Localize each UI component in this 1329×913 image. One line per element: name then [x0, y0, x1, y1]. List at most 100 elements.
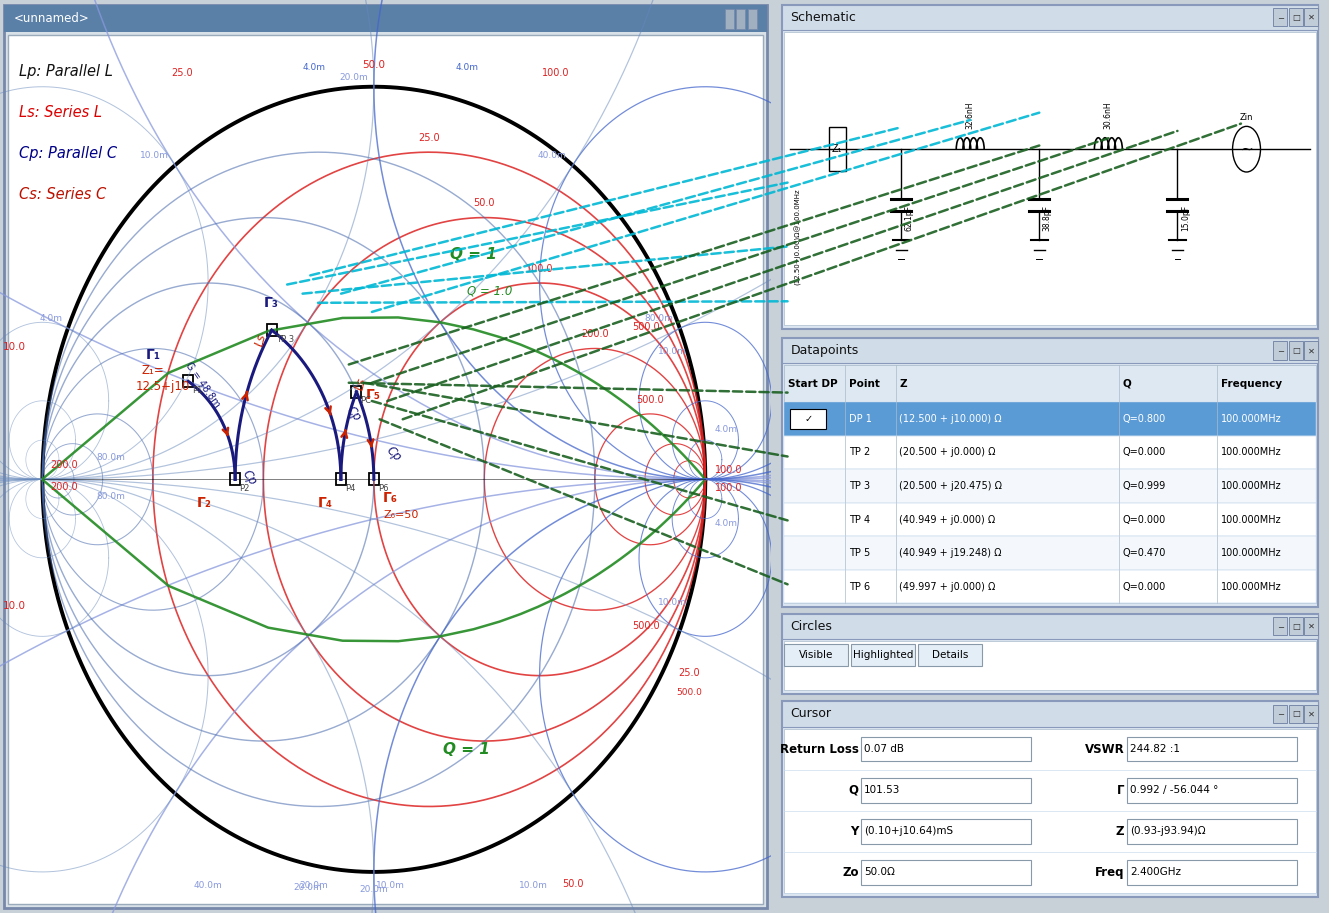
Text: 4.0m: 4.0m	[715, 425, 738, 435]
Text: 4.0m: 4.0m	[303, 63, 326, 72]
Text: □: □	[1292, 13, 1300, 22]
Text: Cp: Parallel C: Cp: Parallel C	[19, 146, 117, 161]
Bar	[861, 860, 1031, 885]
FancyBboxPatch shape	[781, 338, 1318, 607]
Text: 50.0: 50.0	[473, 198, 496, 208]
Text: 32.6nH: 32.6nH	[966, 101, 974, 129]
Text: Γ₆: Γ₆	[383, 491, 399, 505]
Text: Return Loss: Return Loss	[780, 742, 859, 756]
Text: 50.0: 50.0	[562, 878, 583, 888]
Bar	[784, 729, 1316, 893]
Text: Q: Q	[1123, 379, 1132, 389]
Text: Q=0.000: Q=0.000	[1122, 515, 1166, 525]
Text: 30.6nH: 30.6nH	[1104, 101, 1112, 129]
Bar	[851, 644, 916, 666]
Bar	[861, 778, 1031, 803]
Text: Cp: Cp	[343, 404, 363, 425]
Text: DP 1: DP 1	[849, 414, 872, 424]
FancyBboxPatch shape	[781, 701, 1318, 897]
Bar	[1305, 8, 1318, 26]
Text: Q=0.470: Q=0.470	[1122, 548, 1166, 558]
Text: Q: Q	[849, 783, 859, 797]
Text: 100.000MHz: 100.000MHz	[1220, 515, 1281, 525]
Text: ✕: ✕	[1308, 13, 1314, 22]
Text: TP 4: TP 4	[849, 515, 869, 525]
Bar	[351, 386, 361, 398]
Bar	[4, 5, 767, 32]
Text: PC: PC	[360, 396, 371, 405]
Bar	[736, 9, 746, 29]
Text: 50.0: 50.0	[363, 60, 385, 70]
Text: P2: P2	[239, 484, 250, 493]
Text: G = 48.8m: G = 48.8m	[183, 361, 222, 410]
Text: Cp: Cp	[383, 444, 404, 465]
Text: (0.10+j10.64)mS: (0.10+j10.64)mS	[864, 826, 953, 836]
Bar	[784, 365, 1316, 603]
FancyBboxPatch shape	[789, 409, 827, 429]
Text: Schematic: Schematic	[791, 11, 856, 24]
Bar	[1127, 737, 1297, 761]
Text: 25.0: 25.0	[419, 133, 440, 143]
Bar	[183, 375, 193, 387]
Text: Γ₃: Γ₃	[264, 297, 279, 310]
Text: 4.0m: 4.0m	[40, 314, 62, 323]
Text: Q=0.000: Q=0.000	[1122, 582, 1166, 592]
Bar	[1289, 8, 1302, 26]
Bar	[230, 473, 241, 486]
Bar	[1289, 617, 1302, 635]
Text: 100.0: 100.0	[715, 466, 742, 475]
Text: Zin: Zin	[1240, 113, 1253, 122]
Text: 500.0: 500.0	[637, 394, 664, 404]
Text: 38.8pF: 38.8pF	[1043, 205, 1051, 231]
Text: Ls: Ls	[253, 332, 268, 348]
Text: 100.000MHz: 100.000MHz	[1220, 582, 1281, 592]
Text: Γ₁: Γ₁	[146, 348, 161, 362]
Text: 10.0: 10.0	[3, 601, 25, 611]
Text: 10.0m: 10.0m	[141, 152, 169, 161]
Text: TP 2: TP 2	[849, 447, 870, 457]
Bar	[784, 32, 1316, 325]
Text: 25.0: 25.0	[678, 667, 699, 677]
Text: 80.0m: 80.0m	[97, 453, 125, 462]
Bar	[781, 5, 1318, 30]
Text: 200.0: 200.0	[51, 460, 77, 470]
Text: Y: Y	[851, 824, 859, 838]
Text: 200.0: 200.0	[581, 330, 609, 340]
Text: ~: ~	[1240, 142, 1253, 157]
Text: 100.000MHz: 100.000MHz	[1220, 414, 1281, 424]
Text: 2.400GHz: 2.400GHz	[1130, 867, 1181, 877]
Text: 62.1pF: 62.1pF	[905, 205, 913, 231]
Text: 100.0: 100.0	[542, 68, 570, 78]
Bar	[1273, 705, 1286, 723]
Bar	[1127, 778, 1297, 803]
Bar	[781, 614, 1318, 639]
Text: Q = 1: Q = 1	[443, 742, 490, 757]
Text: (40.949 + j0.000) Ω: (40.949 + j0.000) Ω	[900, 515, 995, 525]
Text: ✕: ✕	[1308, 622, 1314, 631]
Text: (12.500 + j10.000) Ω: (12.500 + j10.000) Ω	[900, 414, 1002, 424]
Text: Lp: Parallel L: Lp: Parallel L	[19, 64, 113, 79]
Text: Frequency: Frequency	[1221, 379, 1282, 389]
Text: 12.5+j10: 12.5+j10	[136, 381, 190, 394]
Text: (12.50+j0.00)Ω@100.0MHz: (12.50+j0.00)Ω@100.0MHz	[795, 189, 801, 286]
Text: TP 3: TP 3	[275, 335, 294, 343]
Bar	[748, 9, 758, 29]
Text: 20.0m: 20.0m	[294, 883, 322, 892]
Text: Zo: Zo	[843, 866, 859, 879]
Text: Γ₂: Γ₂	[197, 496, 211, 509]
Text: Q = 1.0: Q = 1.0	[468, 285, 513, 298]
Bar	[1127, 819, 1297, 844]
FancyBboxPatch shape	[4, 5, 767, 908]
Text: Cp: Cp	[239, 467, 259, 488]
Bar	[1289, 705, 1302, 723]
Bar	[784, 641, 1316, 690]
Bar	[1305, 617, 1318, 635]
Text: TP 6: TP 6	[849, 582, 869, 592]
Text: Ls: Series L: Ls: Series L	[19, 105, 102, 120]
Text: Cursor: Cursor	[791, 708, 832, 720]
Text: 500.0: 500.0	[631, 621, 659, 631]
Bar	[784, 436, 1316, 469]
Text: (49.997 + j0.000) Ω: (49.997 + j0.000) Ω	[900, 582, 995, 592]
Text: Freq: Freq	[1095, 866, 1124, 879]
Text: Cs: Series C: Cs: Series C	[19, 187, 106, 202]
